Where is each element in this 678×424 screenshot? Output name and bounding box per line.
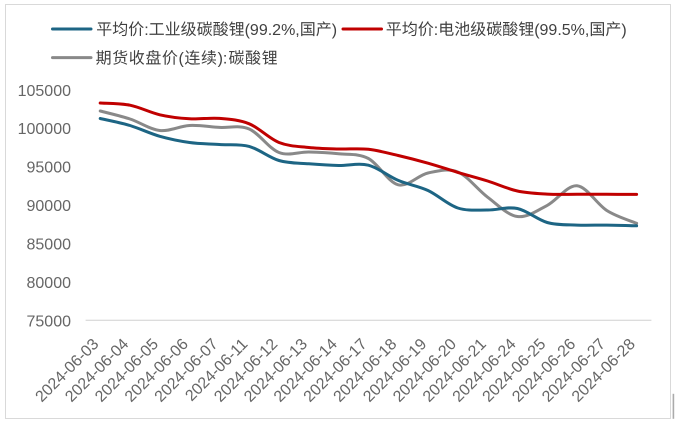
svg-text:95000: 95000: [27, 160, 72, 177]
svg-text:): ): [621, 22, 626, 39]
svg-text:): ): [332, 22, 337, 39]
svg-text:(: (: [179, 51, 185, 68]
svg-text:):: ):: [218, 51, 228, 68]
svg-text:75000: 75000: [27, 314, 72, 331]
svg-text::: :: [144, 22, 148, 39]
svg-text::: :: [434, 22, 438, 39]
svg-text:80000: 80000: [27, 275, 72, 292]
svg-text:(99.5%,: (99.5%,: [534, 22, 589, 39]
svg-text:105000: 105000: [18, 83, 71, 100]
svg-text:100000: 100000: [18, 121, 71, 138]
svg-text:90000: 90000: [27, 198, 72, 215]
svg-text:(99.2%,: (99.2%,: [245, 22, 300, 39]
svg-text:85000: 85000: [27, 237, 72, 254]
